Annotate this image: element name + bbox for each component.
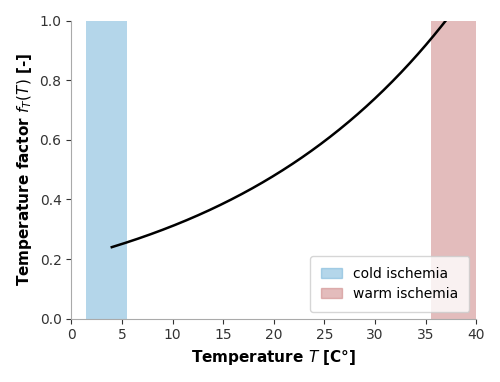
Bar <box>430 21 486 319</box>
Bar <box>86 21 127 319</box>
X-axis label: Temperature $T$ [C°]: Temperature $T$ [C°] <box>191 348 356 367</box>
Legend: cold ischemia, warm ischemia: cold ischemia, warm ischemia <box>310 256 470 312</box>
Y-axis label: Temperature factor $f_T(T)$ [-]: Temperature factor $f_T(T)$ [-] <box>15 53 34 286</box>
